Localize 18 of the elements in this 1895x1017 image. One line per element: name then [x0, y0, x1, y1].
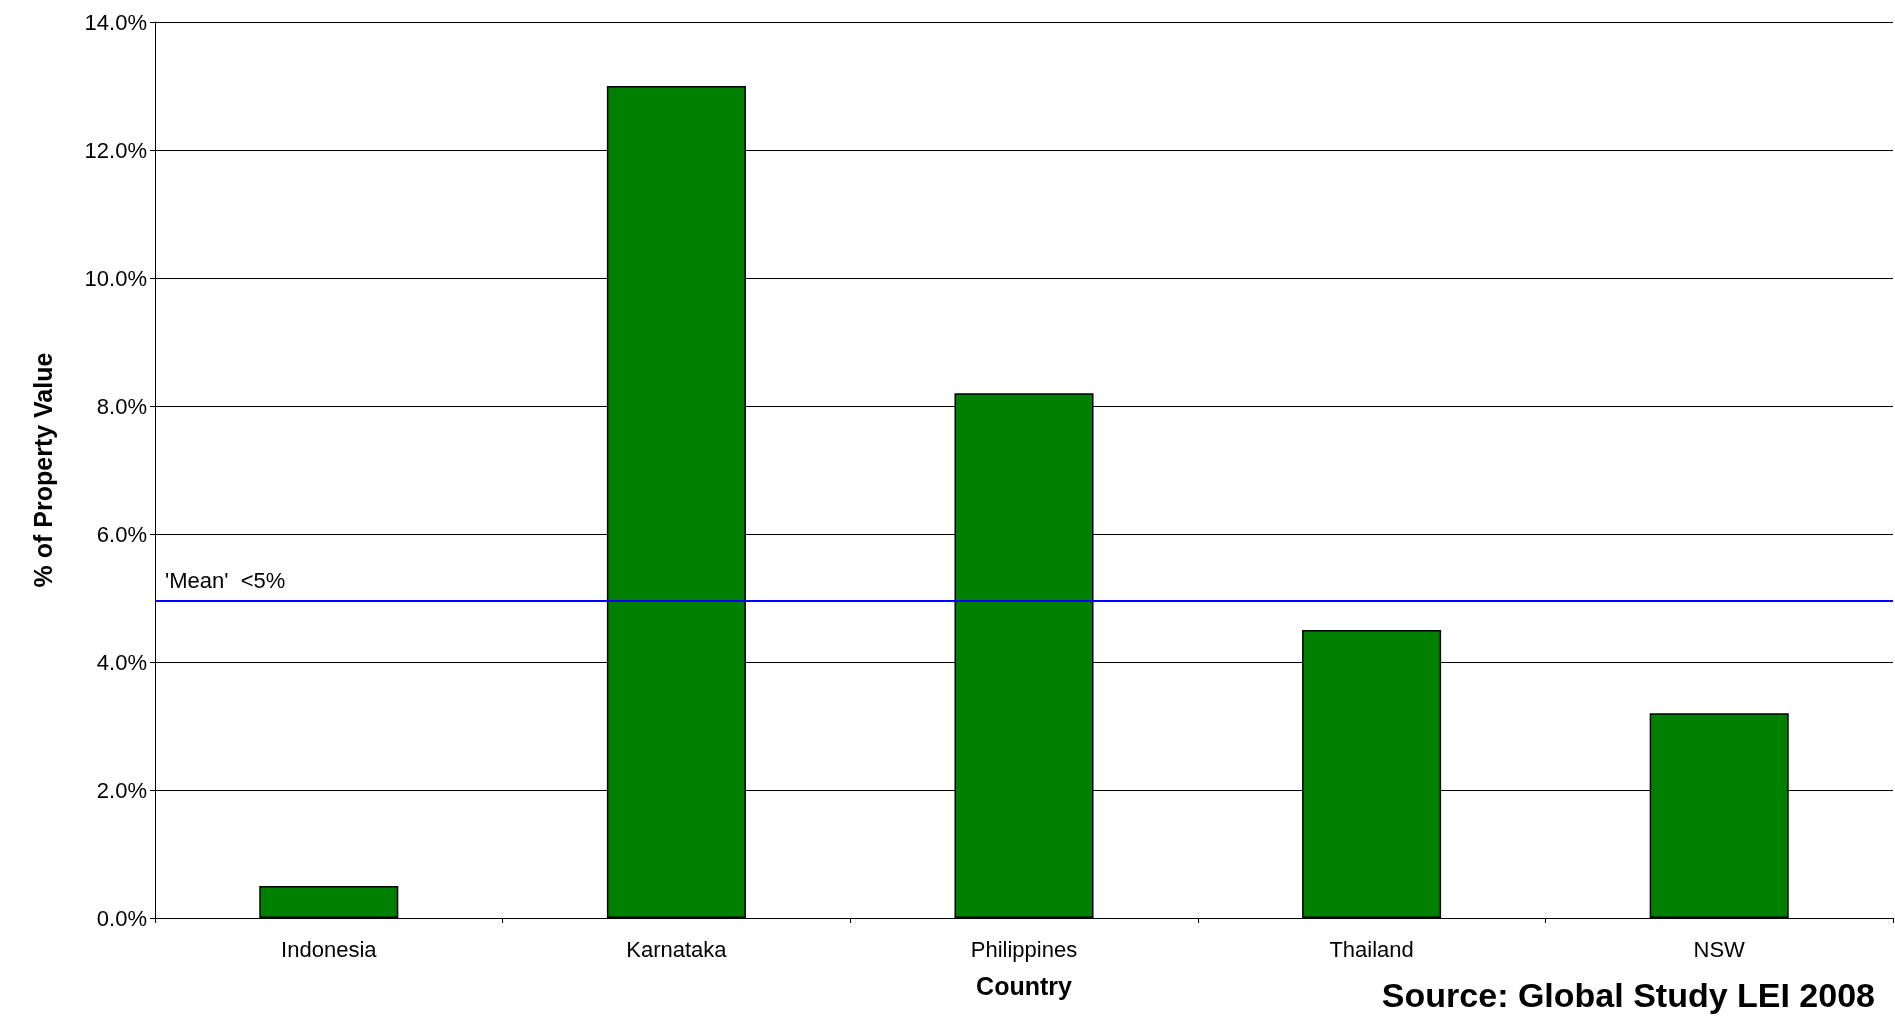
y-tick-label: 10.0%	[84, 265, 147, 291]
y-tick-label: 2.0%	[96, 777, 147, 803]
y-tick-label: 0.0%	[96, 905, 147, 931]
y-tick-label: 6.0%	[96, 521, 147, 547]
source-note: Source: Global Study LEI 2008	[1381, 976, 1876, 1014]
y-tick-label: 8.0%	[96, 393, 147, 419]
ref-line-label: 'Mean' <5%	[165, 567, 286, 593]
x-tick-label: Indonesia	[281, 936, 378, 962]
y-tick-label: 12.0%	[84, 137, 147, 163]
x-axis-title: Country	[976, 971, 1073, 1000]
x-tick-label: Karnataka	[626, 936, 728, 962]
bar	[259, 886, 399, 918]
x-tick-label: Thailand	[1329, 936, 1414, 962]
x-tick-label: NSW	[1693, 936, 1746, 962]
y-tick-label: 14.0%	[84, 9, 147, 35]
y-axis-title: % of Property Value	[28, 352, 57, 588]
x-tick-label: Philippines	[970, 936, 1078, 962]
y-tick-label: 4.0%	[96, 649, 147, 675]
